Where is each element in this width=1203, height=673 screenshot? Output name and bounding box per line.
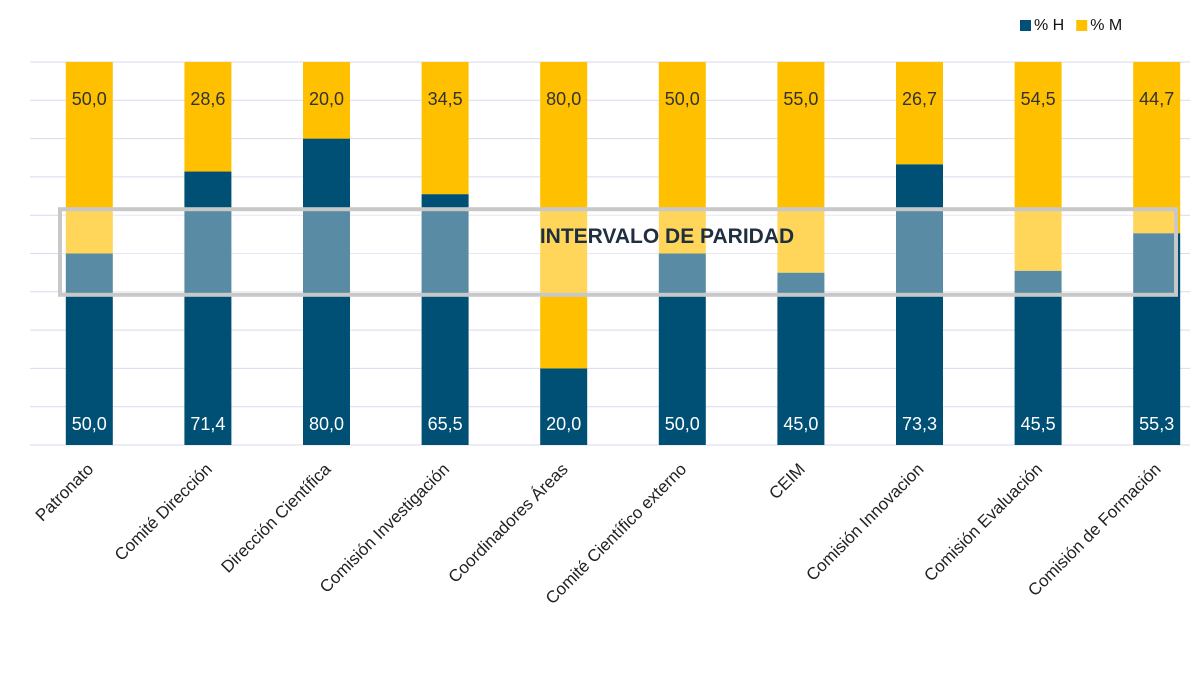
bar-segment xyxy=(658,62,706,254)
x-tick-label: Comisión Evaluación xyxy=(920,460,1046,586)
parity-band xyxy=(58,207,1178,297)
bar-segment xyxy=(65,253,113,445)
bar-segment xyxy=(896,62,943,165)
x-tick-label: Patronato xyxy=(32,460,98,526)
data-label: 45,5 xyxy=(1021,414,1056,434)
data-label: 34,5 xyxy=(428,89,463,109)
legend-label: % M xyxy=(1090,17,1122,34)
data-label: 55,3 xyxy=(1139,414,1174,434)
bar-segment xyxy=(1133,62,1181,234)
x-tick-label: Comité Dirección xyxy=(111,460,216,565)
bar-segment xyxy=(1014,270,1062,445)
x-tick-label: Comisión de Formación xyxy=(1024,460,1164,600)
x-tick-label: Dirección Científica xyxy=(218,459,335,576)
data-label: 80,0 xyxy=(309,414,344,434)
x-tick-label: Coordinadores Áreas xyxy=(445,460,572,587)
legend: % H % M xyxy=(1020,17,1122,34)
data-label: 28,6 xyxy=(190,89,225,109)
bar-segment xyxy=(1133,233,1181,445)
legend-swatch xyxy=(1020,20,1031,31)
x-tick-label: CEIM xyxy=(765,460,808,503)
data-label: 50,0 xyxy=(665,89,700,109)
data-label: 50,0 xyxy=(665,414,700,434)
bar-segment xyxy=(777,62,825,273)
x-tick-label: Comisión Investigación xyxy=(316,460,453,597)
legend-label: % H xyxy=(1034,17,1064,34)
parity-band-label: INTERVALO DE PARIDAD xyxy=(540,225,794,248)
data-label: 45,0 xyxy=(783,414,818,434)
data-label: 73,3 xyxy=(902,414,937,434)
data-label: 71,4 xyxy=(190,414,225,434)
data-label: 50,0 xyxy=(72,414,107,434)
data-label: 54,5 xyxy=(1021,89,1056,109)
bar-segment xyxy=(303,62,350,139)
bar-segment xyxy=(896,164,943,446)
data-label: 50,0 xyxy=(72,89,107,109)
bar-segment xyxy=(421,62,469,195)
bar-segment xyxy=(184,62,232,172)
data-label: 55,0 xyxy=(783,89,818,109)
bar-segment xyxy=(540,368,588,445)
bar-segment xyxy=(184,171,232,445)
bar-segment xyxy=(540,62,588,369)
x-tick-label: Comisión Innovacion xyxy=(802,460,927,585)
bar-segment xyxy=(303,138,350,445)
data-label: 44,7 xyxy=(1139,89,1174,109)
bar-segment xyxy=(421,194,469,445)
bar-segment xyxy=(1014,62,1062,271)
data-label: 65,5 xyxy=(428,414,463,434)
legend-swatch xyxy=(1076,20,1088,31)
bar-segment xyxy=(658,253,706,445)
bar-segment xyxy=(777,272,825,445)
data-label: 26,7 xyxy=(902,89,937,109)
data-label: 80,0 xyxy=(546,89,581,109)
data-label: 20,0 xyxy=(309,89,344,109)
x-tick-label: Comité Científico externo xyxy=(542,460,690,608)
bar-segment xyxy=(65,62,113,254)
data-label: 20,0 xyxy=(546,414,581,434)
